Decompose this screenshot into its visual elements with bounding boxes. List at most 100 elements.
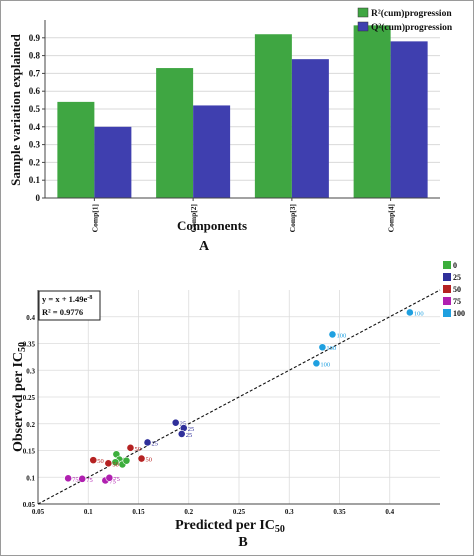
bar-chart-legend-swatch xyxy=(357,7,369,18)
bar-q2-4 xyxy=(390,41,428,198)
scatter-legend-label: 25 xyxy=(453,273,461,282)
equation-exponent: -8 xyxy=(87,295,92,301)
bar-chart-x-tick-label: Comp[4] xyxy=(387,204,396,232)
scatter-y-axis-label-subscript: 50 xyxy=(17,342,28,352)
scatter-legend-swatch xyxy=(443,285,451,293)
scatter-legend: 0 25 50 75 100 xyxy=(443,261,465,318)
bar-chart-y-tick-label: 0.8 xyxy=(29,51,41,61)
scatter-legend-label: 100 xyxy=(453,309,465,318)
scatter-legend-swatch xyxy=(443,273,451,281)
scatter-x-tick-label: 0.3 xyxy=(285,508,294,516)
scatter-point-label: 100 xyxy=(326,345,336,352)
scatter-point-label: 50 xyxy=(97,458,104,465)
bar-r2-4 xyxy=(353,25,391,199)
scatter-point-group-100 xyxy=(318,343,327,352)
scatter-point-group-25 xyxy=(171,418,180,427)
scatter-y-tick-label: 0.2 xyxy=(26,421,35,429)
scatter-legend-label: 75 xyxy=(453,297,461,306)
scatter-y-tick-label: 0.15 xyxy=(23,448,36,456)
bar-r2-3 xyxy=(254,34,292,198)
scatter-y-tick-label: 0.3 xyxy=(26,367,35,375)
scatter-point-group-25 xyxy=(143,438,152,447)
bar-chart-panel-a: 0 0.1 0.2 0.3 0.4 0.5 0.6 0.7 0.8 0.9 Comp[1] Comp… xyxy=(8,7,453,254)
scatter-point-label: 75 xyxy=(109,478,116,485)
bar-chart-y-tick-label: 0.6 xyxy=(29,86,41,96)
scatter-fit-line xyxy=(37,289,441,505)
bar-chart-y-tick-label: 0.9 xyxy=(29,33,41,43)
bar-r2-1 xyxy=(57,101,95,198)
bar-chart-x-tick-label: Comp[2] xyxy=(189,204,198,232)
bar-chart-y-tick-label: 0 xyxy=(36,193,41,203)
scatter-y-axis-label: Observed per IC xyxy=(11,352,26,452)
scatter-point-label: 50 xyxy=(112,461,119,468)
scatter-point-group-50 xyxy=(89,456,98,465)
bar-q2-3 xyxy=(291,59,329,198)
bar-chart-y-tick-label: 0.7 xyxy=(29,68,41,78)
scatter-point-group-100 xyxy=(405,308,414,317)
scatter-y-tick-label: 0.25 xyxy=(23,394,36,402)
scatter-point-group-75 xyxy=(105,473,114,482)
scatter-point-label: 100 xyxy=(414,310,424,317)
bar-chart-y-tick-label: 0.2 xyxy=(29,157,41,167)
scatter-legend-label: 0 xyxy=(453,261,457,270)
scatter-point-group-50 xyxy=(104,459,113,468)
scatter-point-label: 25 xyxy=(186,432,193,439)
scatter-point-group-100 xyxy=(312,359,321,368)
scatter-legend-swatch xyxy=(443,309,451,317)
bar-chart-x-tick-label: Comp[3] xyxy=(288,204,297,232)
scatter-legend-swatch xyxy=(443,297,451,305)
bar-chart-legend-swatch xyxy=(357,21,369,32)
scatter-chart-panel-b: 0.05 0.1 0.15 0.2 0.25 0.3 0.35 0.4 0.05 0.1 0.15… xyxy=(11,261,465,550)
scatter-point-label: 100 xyxy=(336,332,346,339)
bar-q2-1 xyxy=(94,126,132,198)
scatter-y-ticks: 0.05 0.1 0.15 0.2 0.25 0.3 0.35 0.4 xyxy=(23,314,36,509)
scatter-point-group-75 xyxy=(78,474,87,483)
scatter-x-axis-label-subscript: 50 xyxy=(275,524,285,535)
scatter-point-label: 75 xyxy=(72,476,79,483)
r-squared-text: R² = 0.9776 xyxy=(42,307,83,317)
scatter-point-group-75 xyxy=(64,474,73,483)
scatter-point-label: 75 xyxy=(86,477,93,484)
equation-box: y = x + 1.49e-8 R² = 0.9776 xyxy=(38,290,101,321)
bar-chart-legend-label: Q²(cum)progression xyxy=(371,22,453,33)
scatter-x-ticks: 0.05 0.1 0.15 0.2 0.25 0.3 0.35 0.4 xyxy=(32,508,395,516)
scatter-x-tick-label: 0.15 xyxy=(132,508,145,516)
panel-b-label: B xyxy=(238,535,247,550)
scatter-legend-swatch xyxy=(443,261,451,269)
scatter-legend-label: 50 xyxy=(453,285,461,294)
scatter-x-tick-label: 0.25 xyxy=(233,508,246,516)
scatter-point-group-50 xyxy=(126,443,135,452)
bar-chart-y-ticks: 0 0.1 0.2 0.3 0.4 0.5 0.6 0.7 0.8 0.9 xyxy=(29,33,45,203)
scatter-point-label: 50 xyxy=(134,446,141,453)
svg-text:Predicted per IC50: Predicted per IC50 xyxy=(175,518,285,535)
scatter-point-label: 50 xyxy=(146,457,153,464)
scatter-point-label: 25 xyxy=(188,426,195,433)
svg-text:Observed per IC50: Observed per IC50 xyxy=(11,342,28,452)
scatter-grid xyxy=(38,290,440,504)
bar-chart-bars xyxy=(57,25,428,199)
scatter-point-label: 100 xyxy=(320,361,330,368)
scatter-point-label: 25 xyxy=(180,421,187,428)
scatter-point-group-50 xyxy=(137,454,146,463)
scatter-y-tick-label: 0.1 xyxy=(26,474,35,482)
scatter-x-axis-label: Predicted per IC xyxy=(175,518,275,533)
bar-chart-y-axis-label: Sample variation explained xyxy=(8,33,23,185)
bar-chart-y-tick-label: 0.4 xyxy=(29,122,41,132)
scatter-point-group-100 xyxy=(328,330,337,339)
bar-chart-x-tick-label: Comp[1] xyxy=(90,204,99,232)
scatter-x-tick-label: 0.4 xyxy=(385,508,394,516)
bar-chart-y-tick-label: 0.3 xyxy=(29,140,41,150)
scatter-x-tick-label: 0.1 xyxy=(84,508,93,516)
bar-chart-legend-label: R²(cum)progression xyxy=(371,8,452,19)
scatter-y-tick-label: 0.35 xyxy=(23,341,36,349)
bar-chart-y-tick-label: 0.5 xyxy=(29,104,41,114)
panel-a-label: A xyxy=(199,239,210,254)
scatter-x-tick-label: 0.35 xyxy=(333,508,346,516)
bar-chart-x-axis-label: Components xyxy=(177,218,247,233)
scatter-y-tick-label: 0.4 xyxy=(26,314,35,322)
scatter-x-tick-label: 0.2 xyxy=(184,508,193,516)
bar-chart-y-tick-label: 0.1 xyxy=(29,175,41,185)
scatter-y-tick-label: 0.05 xyxy=(23,501,36,509)
